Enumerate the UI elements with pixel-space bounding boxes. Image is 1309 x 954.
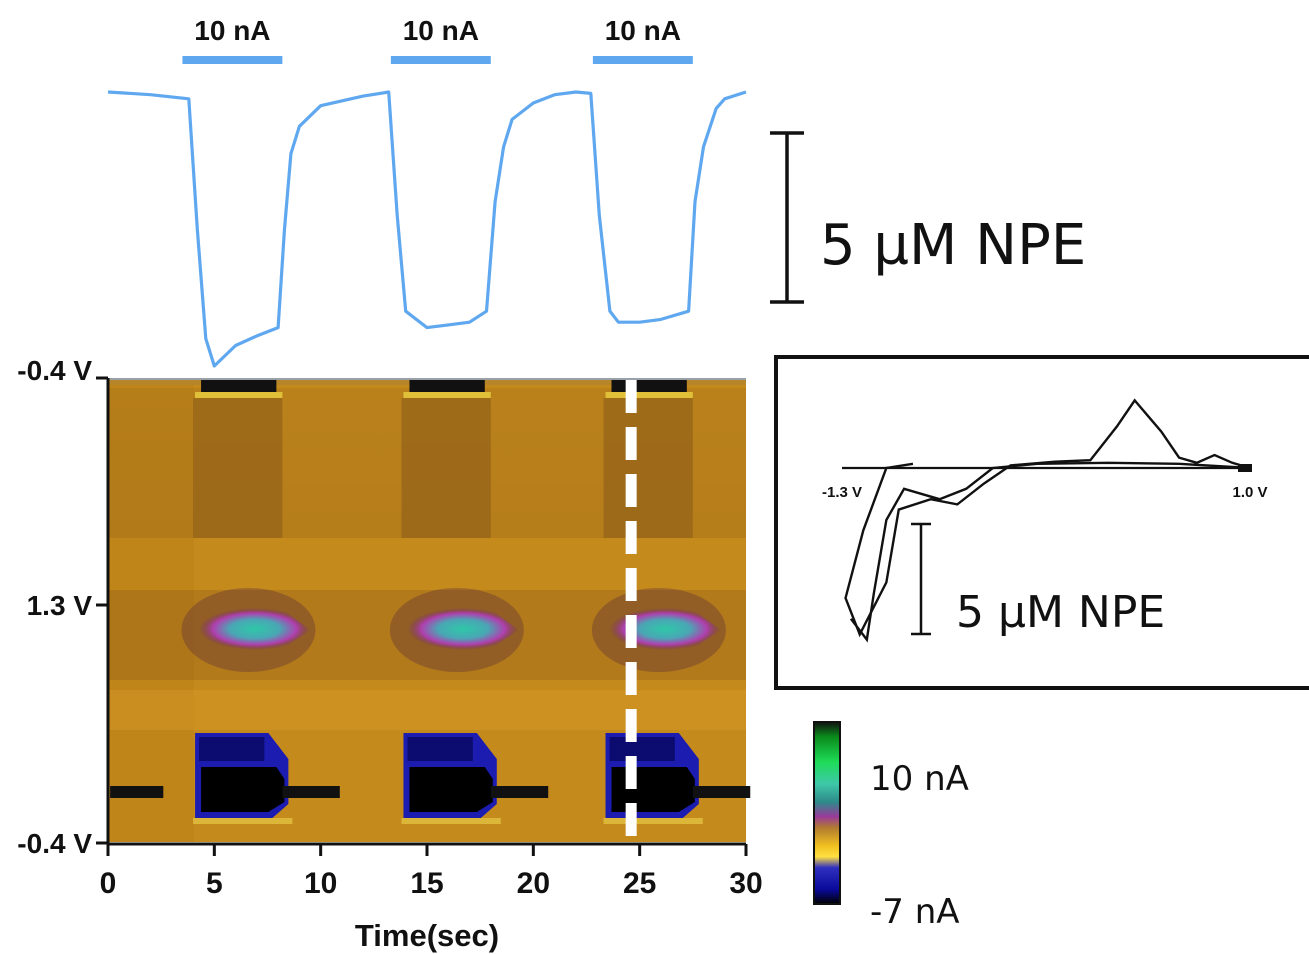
colorbar-min-label: -7 nA bbox=[870, 892, 960, 932]
stimulation-markers: 10 nA 10 nA 10 nA bbox=[182, 15, 693, 64]
stim-label-2: 10 nA bbox=[403, 15, 479, 46]
x-tick-label: 25 bbox=[623, 867, 656, 900]
stim-label-3: 10 nA bbox=[605, 15, 681, 46]
y-tick-label: -0.4 V bbox=[17, 355, 92, 386]
color-plot bbox=[108, 378, 751, 842]
colorbar-max-label: 10 nA bbox=[870, 759, 969, 799]
colorbar-gradient bbox=[813, 721, 841, 905]
y-tick-label: 1.3 V bbox=[27, 590, 93, 621]
heatmap-response-3 bbox=[591, 380, 751, 824]
scale-bar-main: 5 µM NPE bbox=[770, 131, 1086, 304]
y-tick-label: -0.4 V bbox=[17, 828, 92, 859]
x-tick-label: 15 bbox=[410, 867, 443, 900]
x-axis-ticks: 0 5 10 15 20 25 30 bbox=[100, 844, 763, 900]
scale-bar-inset-label: 5 µM NPE bbox=[956, 587, 1165, 638]
heatmap-response-2 bbox=[389, 380, 549, 824]
inset-reverse-scan bbox=[849, 461, 1251, 643]
concentration-trace bbox=[107, 90, 747, 368]
x-tick-label: 0 bbox=[100, 867, 117, 900]
x-axis-title: Time(sec) bbox=[355, 918, 499, 953]
inset-voltammogram: -1.3 V 1.0 V 5 µM NPE bbox=[774, 355, 1309, 690]
heatmap-baseline-dash bbox=[110, 786, 164, 798]
inset-right-label: 1.0 V bbox=[1232, 484, 1267, 501]
inset-frame bbox=[774, 355, 1309, 690]
y-axis-ticks: -0.4 V 1.3 V -0.4 V bbox=[17, 355, 108, 859]
x-tick-label: 5 bbox=[206, 867, 223, 900]
x-tick-label: 10 bbox=[304, 867, 337, 900]
inset-left-label: -1.3 V bbox=[822, 484, 862, 501]
x-tick-label: 20 bbox=[517, 867, 550, 900]
stim-label-1: 10 nA bbox=[194, 15, 270, 46]
scale-bar-main-label: 5 µM NPE bbox=[820, 213, 1086, 278]
heatmap-response-1 bbox=[181, 380, 340, 824]
x-tick-label: 30 bbox=[729, 867, 762, 900]
colorbar: 10 nA -7 nA bbox=[813, 721, 969, 932]
